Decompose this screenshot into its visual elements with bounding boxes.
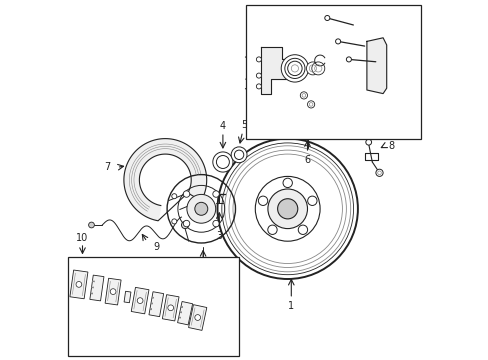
Circle shape xyxy=(167,175,235,243)
Circle shape xyxy=(256,73,261,78)
Polygon shape xyxy=(366,38,386,94)
Text: 7: 7 xyxy=(104,162,111,172)
Text: 1: 1 xyxy=(287,301,294,311)
Circle shape xyxy=(186,194,215,223)
Circle shape xyxy=(267,189,307,229)
Circle shape xyxy=(365,139,371,145)
Circle shape xyxy=(212,191,219,197)
Circle shape xyxy=(346,57,351,62)
Circle shape xyxy=(311,62,324,75)
Text: 6: 6 xyxy=(304,155,310,165)
Bar xyxy=(70,270,88,299)
Bar xyxy=(124,291,131,303)
Circle shape xyxy=(267,225,277,234)
Bar xyxy=(68,257,239,356)
Text: 5: 5 xyxy=(241,120,247,130)
Circle shape xyxy=(231,147,246,163)
Text: 4: 4 xyxy=(220,121,225,131)
Circle shape xyxy=(217,139,357,279)
Text: 9: 9 xyxy=(153,242,159,252)
Circle shape xyxy=(281,55,308,82)
Circle shape xyxy=(324,15,329,21)
Circle shape xyxy=(183,191,189,197)
Text: 8: 8 xyxy=(387,141,393,151)
Circle shape xyxy=(212,220,219,227)
Circle shape xyxy=(306,62,319,75)
Circle shape xyxy=(256,84,261,89)
Bar xyxy=(188,305,206,330)
Circle shape xyxy=(300,92,307,99)
Circle shape xyxy=(194,315,200,320)
Bar xyxy=(105,278,121,305)
Bar xyxy=(131,287,149,314)
Bar xyxy=(246,5,420,139)
Circle shape xyxy=(375,169,382,176)
Circle shape xyxy=(171,219,177,224)
Text: 10: 10 xyxy=(76,233,88,243)
Circle shape xyxy=(307,196,316,206)
Bar xyxy=(177,302,192,325)
Circle shape xyxy=(137,298,142,303)
Circle shape xyxy=(335,39,340,44)
Bar xyxy=(162,294,179,321)
Text: 2: 2 xyxy=(200,270,206,280)
Circle shape xyxy=(76,282,81,287)
Circle shape xyxy=(283,178,292,188)
Circle shape xyxy=(277,199,297,219)
Polygon shape xyxy=(260,47,287,94)
Text: 3: 3 xyxy=(216,231,222,241)
Circle shape xyxy=(110,289,116,294)
Circle shape xyxy=(307,101,314,108)
Circle shape xyxy=(256,57,261,62)
Circle shape xyxy=(194,202,207,215)
Circle shape xyxy=(183,220,189,227)
Circle shape xyxy=(212,152,232,172)
Circle shape xyxy=(181,221,188,229)
Circle shape xyxy=(171,194,177,199)
Circle shape xyxy=(258,196,267,206)
Polygon shape xyxy=(123,139,206,221)
Circle shape xyxy=(167,305,173,311)
Bar xyxy=(149,292,163,317)
Circle shape xyxy=(298,225,307,234)
Circle shape xyxy=(88,222,94,228)
Bar xyxy=(90,275,104,301)
